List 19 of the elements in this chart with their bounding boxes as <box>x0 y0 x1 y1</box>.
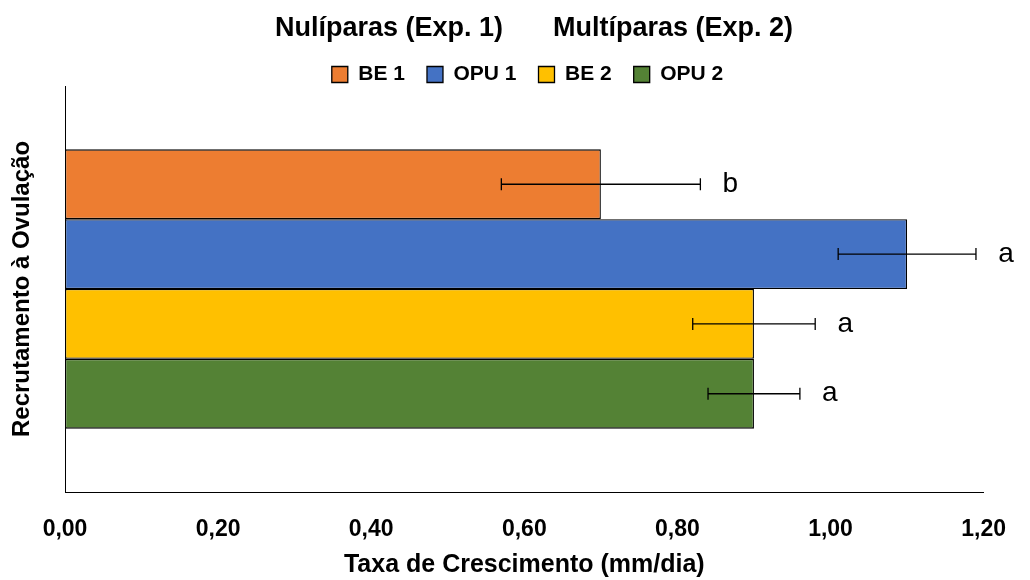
chart-title: Nulíparas (Exp. 1) <box>274 11 504 44</box>
annotation: a <box>998 236 1015 268</box>
x-tick-label: 0,60 <box>501 515 547 542</box>
legend-label: BE 1 <box>358 61 406 85</box>
x-tick-label: 0,40 <box>348 515 394 542</box>
x-axis-title: Taxa de Crescimento (mm/dia) <box>343 548 705 577</box>
annotation: b <box>722 166 739 198</box>
x-tick-label: 1,20 <box>961 515 1006 542</box>
legend-label: BE 2 <box>565 61 612 85</box>
x-tick-label: 0,20 <box>195 515 241 542</box>
chart-subtitle: Multíparas (Exp. 2) <box>553 11 794 44</box>
legend-label: OPU 2 <box>660 61 724 85</box>
x-tick-label: 0,80 <box>655 515 700 542</box>
x-tick-label: 0,00 <box>42 515 88 542</box>
annotation: a <box>837 306 854 338</box>
annotation: a <box>822 376 839 408</box>
x-tick-label: 1,00 <box>808 515 853 542</box>
y-axis-title: Recrutamento à Ovulação <box>7 140 35 438</box>
legend-label: OPU 1 <box>453 61 517 85</box>
